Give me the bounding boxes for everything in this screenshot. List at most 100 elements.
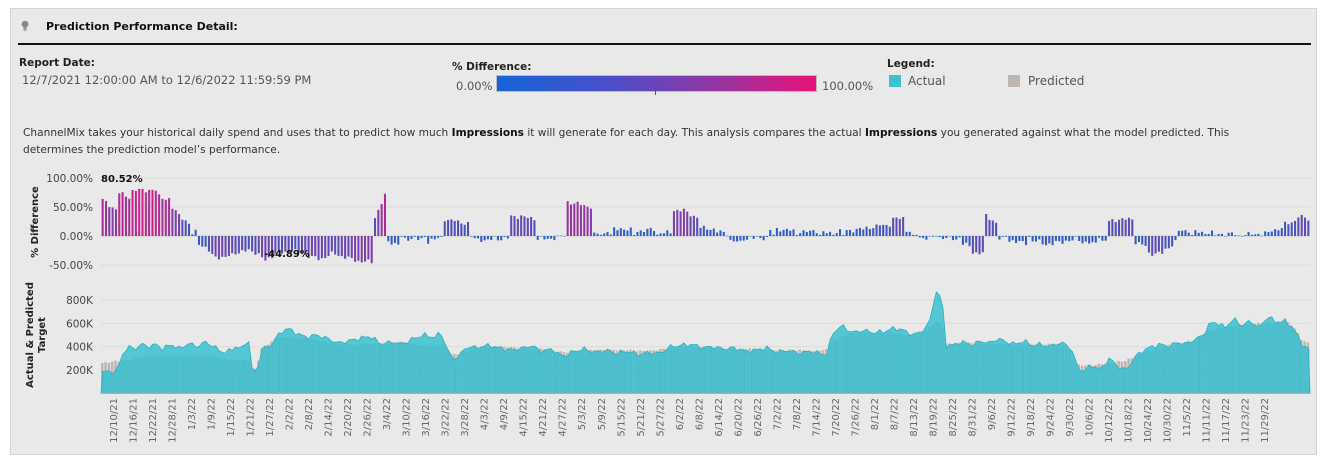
difference-bar xyxy=(257,236,260,254)
difference-bar xyxy=(1117,219,1121,236)
difference-bar xyxy=(1111,219,1114,236)
difference-bar xyxy=(340,236,343,257)
x-tick-label: 2/2/22 xyxy=(285,398,296,430)
difference-bar xyxy=(835,233,838,236)
x-tick-label: 6/14/22 xyxy=(714,398,725,437)
difference-bar xyxy=(1064,236,1067,241)
difference-bar xyxy=(938,236,941,238)
difference-bar xyxy=(825,233,828,236)
difference-bar xyxy=(241,236,244,251)
difference-bar xyxy=(1270,231,1273,236)
difference-bar xyxy=(892,217,895,236)
difference-bar xyxy=(284,236,287,252)
x-tick-label: 1/9/22 xyxy=(207,398,218,430)
difference-bar xyxy=(925,236,928,240)
difference-bar xyxy=(277,236,280,251)
difference-bar xyxy=(1028,236,1031,237)
difference-bar xyxy=(443,221,446,236)
y-axis-title-bottom: Actual & PredictedTarget xyxy=(25,282,48,388)
difference-bar xyxy=(626,230,629,236)
difference-bar xyxy=(1284,221,1287,236)
difference-bar xyxy=(287,236,290,253)
difference-bar xyxy=(187,223,191,236)
legend-item-actual[interactable]: Actual xyxy=(889,74,946,88)
difference-bar xyxy=(121,192,124,236)
difference-bar xyxy=(1207,233,1210,236)
difference-bar xyxy=(516,218,519,236)
difference-bar xyxy=(629,227,632,236)
difference-bar xyxy=(271,236,274,259)
difference-bar xyxy=(191,234,194,236)
difference-bar xyxy=(606,231,609,236)
x-tick-label: 12/22/21 xyxy=(148,398,159,443)
difference-bar xyxy=(898,218,901,236)
difference-bars xyxy=(101,188,1310,264)
difference-bar xyxy=(417,236,420,241)
difference-bar xyxy=(383,193,387,236)
difference-bar xyxy=(450,219,453,236)
difference-bar xyxy=(998,236,1001,240)
difference-bar xyxy=(912,234,915,236)
difference-bar xyxy=(357,236,360,261)
difference-bar xyxy=(407,236,410,241)
difference-bar xyxy=(304,236,307,255)
x-tick-label: 5/21/22 xyxy=(636,398,647,437)
difference-bar xyxy=(1127,217,1131,236)
difference-bar xyxy=(1008,236,1011,242)
difference-bar xyxy=(935,236,938,237)
difference-bar xyxy=(393,236,396,243)
difference-bar xyxy=(327,236,330,257)
difference-bar xyxy=(1124,219,1127,236)
difference-bar xyxy=(755,236,759,237)
difference-bar xyxy=(995,222,998,236)
difference-bar xyxy=(493,236,496,237)
difference-bar xyxy=(792,229,795,236)
difference-bar xyxy=(158,194,161,236)
difference-bar xyxy=(224,236,227,257)
difference-bar xyxy=(254,236,257,255)
difference-bar xyxy=(1303,217,1307,236)
difference-bar xyxy=(789,230,792,236)
difference-bar xyxy=(237,236,240,254)
difference-bar xyxy=(692,215,695,236)
difference-bar xyxy=(513,216,516,236)
difference-bar xyxy=(307,236,310,259)
difference-bar xyxy=(290,236,294,252)
difference-bar xyxy=(114,209,117,236)
difference-bar xyxy=(699,227,702,236)
difference-bar xyxy=(280,236,284,254)
difference-bar xyxy=(958,236,961,238)
difference-bar xyxy=(583,205,586,236)
difference-bar xyxy=(633,235,636,236)
difference-bar xyxy=(403,236,406,238)
difference-bar xyxy=(294,236,297,250)
difference-bar xyxy=(490,236,493,241)
difference-bar xyxy=(769,230,772,236)
difference-bar xyxy=(1267,232,1270,236)
difference-bar xyxy=(1144,236,1147,247)
x-tick-label: 5/15/22 xyxy=(616,398,627,437)
difference-bar xyxy=(739,236,742,241)
difference-bar xyxy=(1294,220,1297,236)
difference-bar xyxy=(168,198,171,236)
difference-bar xyxy=(410,236,413,239)
difference-bar xyxy=(1167,236,1170,249)
x-tick-label: 8/13/22 xyxy=(909,398,920,437)
difference-bar xyxy=(148,189,151,236)
difference-bar xyxy=(872,228,875,236)
actual-series xyxy=(103,322,1310,394)
difference-bar xyxy=(1161,236,1164,254)
difference-bar xyxy=(1210,230,1214,236)
x-tick-label: 3/16/22 xyxy=(421,398,432,437)
difference-bar xyxy=(1191,234,1194,236)
difference-bar xyxy=(264,236,267,261)
difference-bar xyxy=(543,236,546,240)
difference-bar xyxy=(101,198,104,236)
x-tick-label: 6/26/22 xyxy=(753,398,764,437)
difference-bar xyxy=(845,230,848,236)
legend-item-predicted[interactable]: Predicted xyxy=(1008,74,1084,88)
x-tick-label: 9/18/22 xyxy=(1026,398,1037,437)
description-metric-2: Impressions xyxy=(864,127,938,139)
y-tick-label-bottom: 400K xyxy=(66,342,94,354)
